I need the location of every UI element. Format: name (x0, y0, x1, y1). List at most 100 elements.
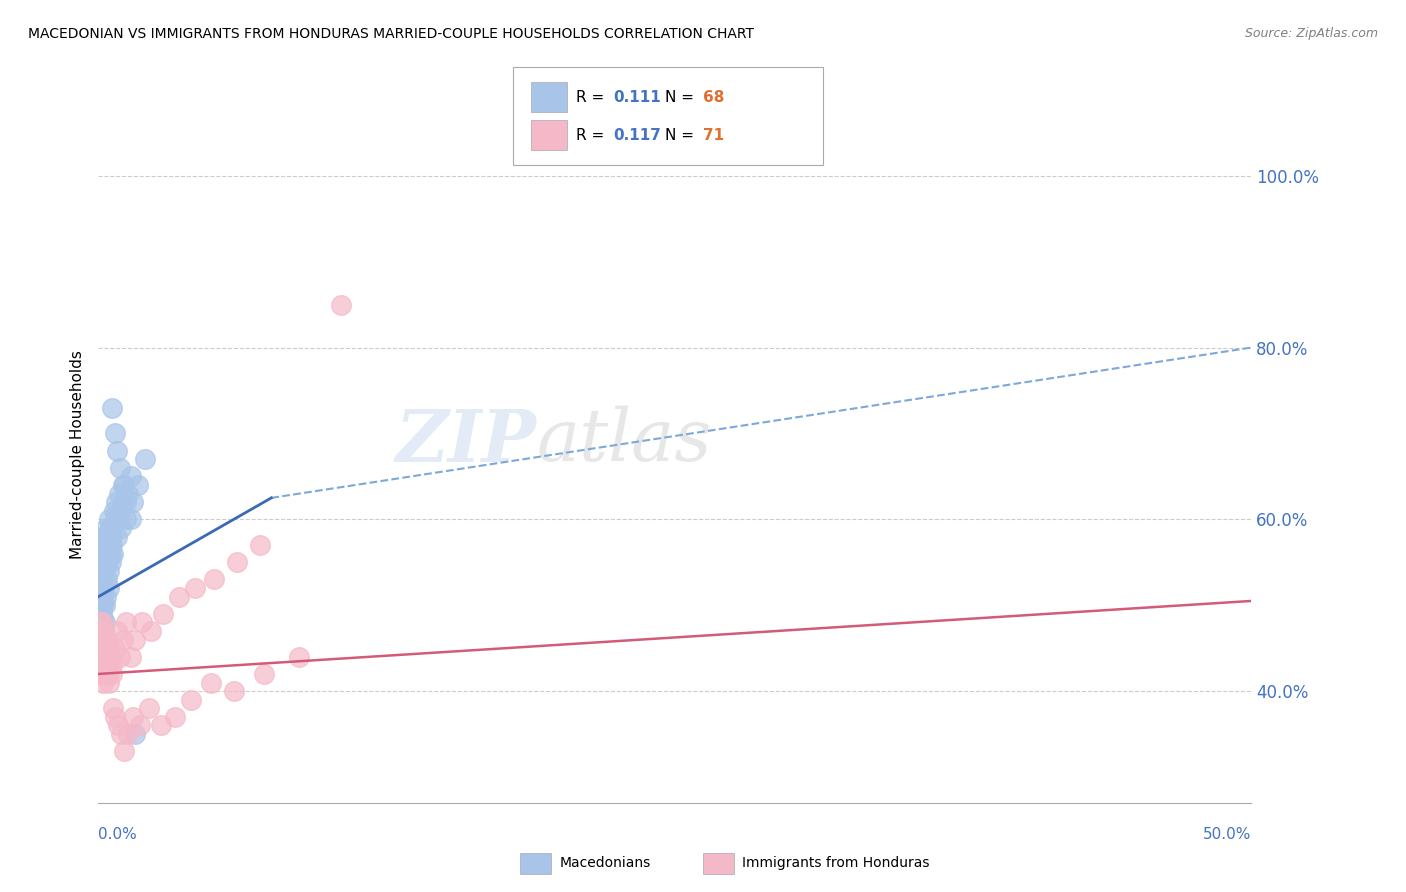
Point (103, 512, 125, 526)
Point (224, 684, 246, 698)
Point (96, 521, 118, 535)
Point (120, 649, 142, 664)
Point (115, 495, 138, 509)
Point (98, 564, 121, 578)
Point (101, 658, 124, 673)
Point (108, 460, 131, 475)
Y-axis label: Married-couple Households: Married-couple Households (69, 351, 84, 559)
Point (93, 599, 115, 613)
Point (97, 658, 120, 673)
Point (104, 710, 127, 724)
Point (103, 701, 125, 715)
Point (93, 624, 115, 638)
Point (225, 555, 247, 569)
Point (90, 624, 112, 638)
Point (163, 710, 186, 724)
Point (93, 547, 115, 561)
Point (100, 538, 122, 552)
Point (96, 538, 118, 552)
Point (90, 641, 112, 656)
Point (93, 632, 115, 647)
Point (108, 486, 131, 500)
Point (100, 555, 122, 569)
Point (110, 521, 132, 535)
Point (97, 547, 120, 561)
Point (112, 478, 135, 492)
Point (94, 632, 117, 647)
Point (101, 667, 124, 681)
Point (98, 538, 121, 552)
Point (111, 478, 134, 492)
Point (97, 641, 120, 656)
Point (90, 547, 112, 561)
Point (249, 538, 271, 552)
Text: N =: N = (665, 90, 699, 104)
Text: 0.117: 0.117 (613, 128, 661, 143)
Point (98, 675, 121, 690)
Point (111, 632, 134, 647)
Point (93, 581, 115, 595)
Point (91, 607, 114, 621)
Point (122, 495, 145, 509)
Point (94, 649, 117, 664)
Point (101, 529, 124, 543)
Point (115, 512, 138, 526)
Point (93, 667, 115, 681)
Point (105, 529, 128, 543)
Point (110, 727, 132, 741)
Text: 71: 71 (703, 128, 724, 143)
Point (90, 599, 112, 613)
Point (98, 521, 121, 535)
Point (103, 504, 125, 518)
Point (93, 658, 115, 673)
Point (97, 555, 120, 569)
Point (97, 512, 120, 526)
Point (101, 547, 124, 561)
Point (129, 718, 152, 732)
Point (91, 649, 114, 664)
Point (91, 599, 114, 613)
Point (94, 529, 117, 543)
Text: ZIP: ZIP (395, 406, 537, 476)
Point (117, 486, 139, 500)
Point (90, 615, 112, 630)
Point (122, 710, 145, 724)
Point (94, 555, 117, 569)
Point (91, 649, 114, 664)
Point (101, 538, 124, 552)
Point (149, 718, 172, 732)
Point (101, 401, 124, 415)
Point (89, 658, 111, 673)
Point (89, 564, 111, 578)
Point (103, 426, 125, 441)
Point (89, 641, 111, 656)
Point (105, 624, 128, 638)
Point (120, 512, 142, 526)
Point (90, 590, 112, 604)
Point (107, 718, 129, 732)
Text: 68: 68 (703, 90, 724, 104)
Point (90, 641, 112, 656)
Point (90, 538, 112, 552)
Point (124, 727, 146, 741)
Point (103, 521, 125, 535)
Point (94, 538, 117, 552)
Text: N =: N = (665, 128, 699, 143)
Point (89, 607, 111, 621)
Point (91, 675, 114, 690)
Point (117, 727, 139, 741)
Point (167, 590, 190, 604)
Text: R =: R = (576, 128, 610, 143)
Point (112, 744, 135, 758)
Text: 0.0%: 0.0% (98, 827, 138, 841)
Point (94, 658, 117, 673)
Point (96, 573, 118, 587)
Point (91, 529, 114, 543)
Point (91, 658, 114, 673)
Point (90, 632, 112, 647)
Point (104, 495, 127, 509)
Point (141, 624, 163, 638)
Text: MACEDONIAN VS IMMIGRANTS FROM HONDURAS MARRIED-COUPLE HOUSEHOLDS CORRELATION CHA: MACEDONIAN VS IMMIGRANTS FROM HONDURAS M… (28, 27, 754, 41)
Point (200, 675, 222, 690)
Point (184, 581, 207, 595)
